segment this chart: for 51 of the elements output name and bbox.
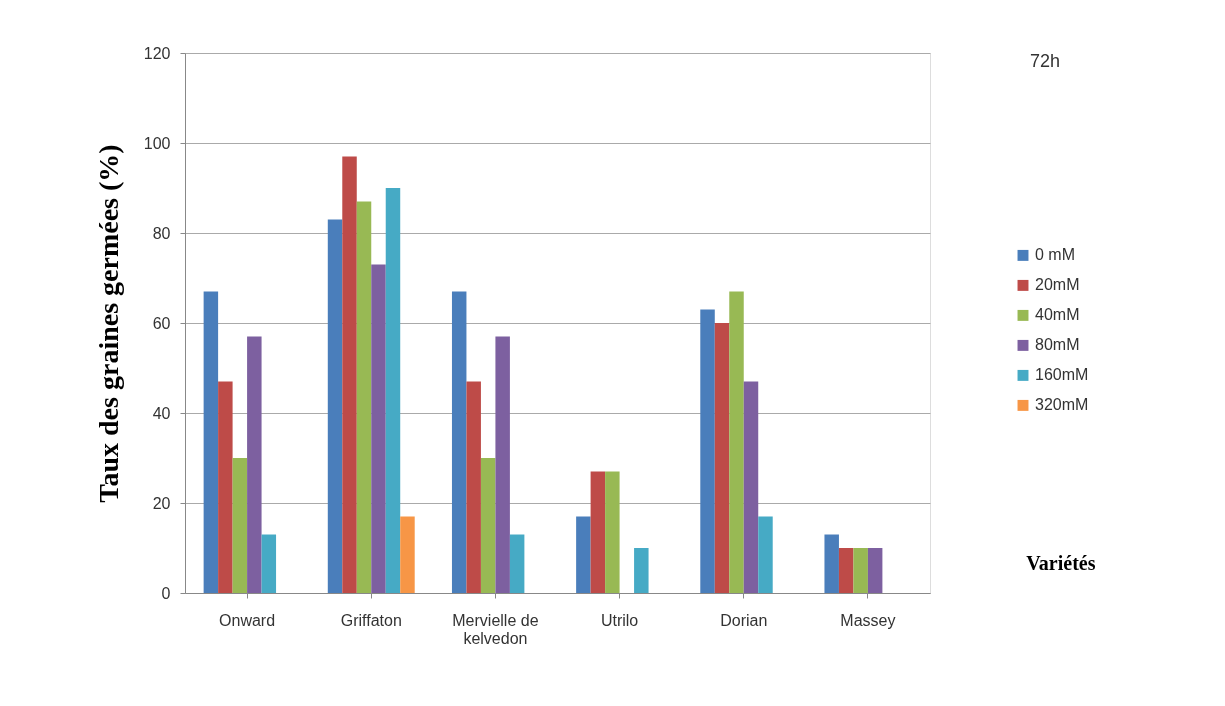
bar	[218, 381, 233, 593]
bar	[838, 548, 854, 593]
bar	[495, 336, 510, 593]
bar	[371, 264, 386, 593]
bar	[714, 323, 730, 593]
bar	[203, 291, 219, 593]
x-axis-title: Variétés	[1026, 551, 1096, 574]
y-axis-title: Taux des graines germées (%)	[92, 144, 124, 503]
bar	[576, 516, 591, 593]
x-tick-label: Griffaton	[340, 611, 402, 629]
bar	[356, 201, 372, 593]
bar	[743, 381, 759, 593]
bar	[451, 291, 467, 593]
bar	[605, 471, 620, 593]
x-tick-label: Utrilo	[600, 611, 639, 629]
x-tick-label: Massey	[840, 611, 896, 629]
bar	[247, 336, 262, 593]
bar	[867, 548, 883, 593]
y-tick-label: 40	[152, 404, 171, 422]
y-tick-label: 100	[143, 134, 171, 152]
x-tick-label: Mervielle de kelvedon	[452, 611, 539, 647]
legend-label: 160mM	[1035, 366, 1089, 384]
legend-label: 40mM	[1035, 306, 1080, 324]
bar	[466, 381, 481, 593]
y-tick-label: 20	[152, 494, 171, 512]
y-tick-label: 80	[152, 224, 171, 242]
legend-label: 320mM	[1035, 396, 1089, 414]
legend-label: 20mM	[1035, 276, 1080, 294]
bar	[261, 534, 277, 593]
bar	[232, 458, 248, 593]
bar	[634, 548, 649, 593]
bar	[509, 534, 525, 593]
text: 72h	[1030, 51, 1061, 71]
bar	[400, 516, 415, 593]
bar	[327, 219, 343, 593]
x-tick-label: Dorian	[720, 611, 768, 629]
bar	[590, 471, 606, 593]
bar	[385, 188, 401, 593]
legend-label: 0 mM	[1035, 246, 1075, 264]
bar	[700, 309, 715, 593]
bar	[480, 458, 496, 593]
legend-label: 80mM	[1035, 336, 1080, 354]
bar	[758, 516, 773, 593]
x-tick-label: Onward	[219, 611, 276, 629]
y-tick-label: 60	[152, 314, 171, 332]
bar	[729, 291, 744, 593]
y-tick-label: 120	[143, 44, 171, 62]
bar	[824, 534, 839, 593]
bar	[342, 156, 357, 593]
y-tick-label: 0	[161, 584, 171, 602]
bar	[853, 548, 868, 593]
